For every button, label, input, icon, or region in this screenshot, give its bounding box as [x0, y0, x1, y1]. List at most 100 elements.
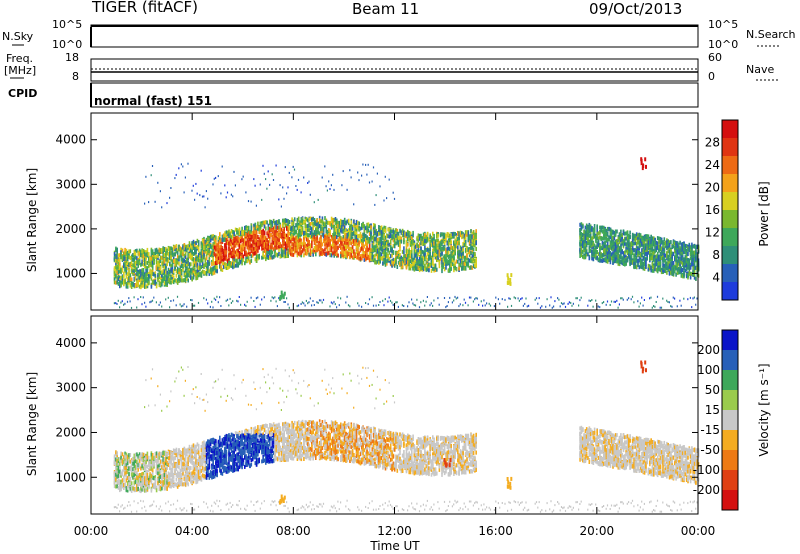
- power-cell: [141, 271, 143, 276]
- power-cell: [266, 255, 268, 260]
- power-cell: [386, 253, 388, 258]
- power-cell: [169, 252, 171, 257]
- power-cell: [229, 297, 231, 300]
- power-cell: [426, 264, 429, 269]
- power-cell: [401, 228, 404, 233]
- power-cell: [457, 259, 459, 264]
- power-cell: [154, 281, 157, 286]
- power-cell: [125, 259, 128, 264]
- power-cell: [468, 237, 471, 242]
- power-cell: [382, 236, 384, 241]
- power-cell: [246, 233, 249, 238]
- power-cell: [421, 265, 424, 270]
- power-cell: [333, 300, 335, 303]
- power-cell: [318, 244, 321, 248]
- power-cell: [412, 233, 414, 238]
- power-cell: [300, 238, 303, 243]
- power-cell: [282, 244, 284, 248]
- power-cell: [207, 263, 209, 268]
- power-cell: [276, 245, 279, 250]
- power-cell: [361, 253, 363, 258]
- power-cell: [237, 253, 239, 258]
- power-cell: [539, 306, 542, 309]
- power-cell: [434, 263, 437, 268]
- power-cell: [207, 302, 209, 305]
- power-cell: [207, 251, 209, 256]
- power-cell: [290, 248, 292, 253]
- power-cell: [449, 247, 451, 252]
- power-cell: [475, 234, 477, 238]
- power-cell: [278, 198, 280, 201]
- power-cell: [321, 232, 324, 237]
- power-cell: [453, 263, 455, 268]
- power-cell: [437, 238, 439, 243]
- power-cell: [545, 305, 547, 308]
- power-cell: [428, 257, 430, 262]
- power-cell: [449, 264, 451, 269]
- power-cell: [123, 271, 125, 276]
- power-cell: [238, 257, 241, 262]
- power-cell: [441, 259, 443, 264]
- power-cell: [245, 226, 247, 231]
- power-cell: [461, 248, 463, 253]
- power-cell: [474, 258, 476, 263]
- power-cell: [242, 232, 245, 237]
- power-cell: [165, 279, 167, 284]
- power-cell: [464, 240, 467, 245]
- power-cell: [414, 244, 417, 249]
- power-cell: [362, 254, 364, 258]
- power-cell: [241, 235, 243, 240]
- power-cell: [405, 232, 408, 237]
- power-cell: [186, 270, 188, 275]
- power-cell: [384, 262, 387, 267]
- power-cell: [204, 258, 207, 263]
- power-cell: [376, 259, 379, 264]
- power-cell: [330, 246, 333, 250]
- power-cell: [188, 243, 191, 248]
- power-cell: [308, 228, 310, 233]
- power-cell: [297, 228, 300, 233]
- power-cell: [438, 260, 441, 265]
- power-cell: [165, 251, 167, 256]
- power-cell: [462, 260, 464, 265]
- power-cell: [216, 250, 218, 255]
- power-cell: [212, 236, 214, 241]
- power-cell: [274, 247, 276, 252]
- power-cell: [190, 249, 192, 254]
- power-cell: [399, 238, 401, 243]
- power-cell: [425, 260, 428, 265]
- power-cell: [366, 243, 368, 248]
- power-cell: [284, 241, 287, 246]
- power-cell: [468, 246, 471, 251]
- power-cell: [293, 168, 296, 171]
- power-cell: [375, 228, 378, 233]
- power-cell: [172, 269, 175, 274]
- power-cell: [405, 246, 408, 250]
- power-cell: [347, 304, 350, 307]
- power-cell: [378, 257, 380, 262]
- power-cell: [384, 298, 386, 301]
- power-cell: [570, 301, 572, 304]
- power-cell: [392, 238, 395, 243]
- power-cell: [236, 228, 238, 232]
- power-cell: [133, 256, 136, 261]
- power-cell: [429, 235, 431, 239]
- power-cell: [392, 191, 394, 194]
- power-cell: [172, 256, 175, 261]
- power-cell: [157, 267, 159, 272]
- power-cell: [161, 276, 163, 281]
- power-cell: [358, 233, 360, 238]
- power-cell: [368, 246, 371, 251]
- power-cell: [389, 244, 392, 249]
- power-cell: [254, 247, 257, 252]
- power-cell: [350, 225, 353, 230]
- power-cell: [332, 173, 334, 176]
- power-cell: [288, 231, 291, 236]
- power-cell: [176, 278, 179, 283]
- power-cell: [389, 229, 392, 234]
- power-cell: [234, 227, 237, 232]
- power-cell: [151, 260, 154, 265]
- power-cell: [517, 297, 519, 300]
- power-cell: [267, 170, 269, 173]
- power-cell: [292, 243, 295, 247]
